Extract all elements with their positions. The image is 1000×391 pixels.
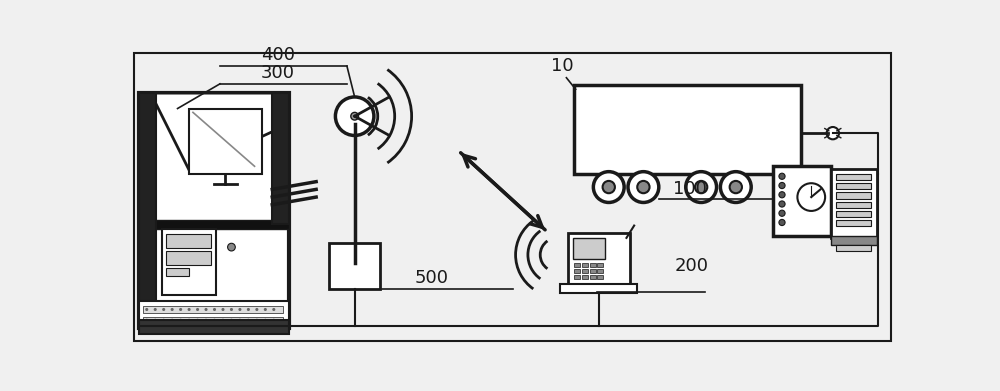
Circle shape [196, 308, 199, 311]
Circle shape [221, 319, 225, 322]
Circle shape [272, 308, 275, 311]
Circle shape [779, 210, 785, 216]
Circle shape [247, 319, 250, 322]
Bar [143, 307, 283, 313]
Circle shape [238, 308, 241, 311]
Bar [329, 243, 380, 289]
Circle shape [205, 308, 208, 311]
Bar [574, 262, 580, 267]
Bar [590, 269, 596, 273]
Circle shape [188, 308, 191, 311]
Text: 400: 400 [261, 46, 295, 64]
Circle shape [196, 319, 199, 322]
Text: 300: 300 [261, 64, 295, 82]
Polygon shape [151, 93, 289, 170]
Bar [836, 202, 871, 208]
Bar [573, 238, 605, 260]
Circle shape [603, 181, 615, 193]
Circle shape [171, 308, 174, 311]
Circle shape [730, 181, 742, 193]
Circle shape [779, 183, 785, 188]
Circle shape [255, 308, 258, 311]
Circle shape [230, 308, 233, 311]
Circle shape [255, 319, 258, 322]
Bar [139, 93, 156, 328]
Circle shape [179, 319, 182, 322]
Text: 100: 100 [673, 180, 707, 198]
Bar [574, 275, 580, 280]
Bar [590, 275, 596, 280]
Circle shape [145, 308, 148, 311]
Bar [597, 262, 603, 267]
Bar [582, 262, 588, 267]
Bar [831, 235, 877, 245]
Circle shape [264, 308, 267, 311]
Circle shape [827, 127, 839, 139]
Bar [582, 269, 588, 273]
Circle shape [779, 201, 785, 207]
Circle shape [593, 172, 624, 203]
Bar [773, 166, 831, 235]
Circle shape [162, 319, 165, 322]
Text: 200: 200 [674, 257, 708, 275]
Circle shape [188, 319, 191, 322]
Circle shape [720, 172, 751, 203]
Circle shape [628, 172, 659, 203]
Bar [166, 234, 211, 248]
Circle shape [797, 183, 825, 211]
Circle shape [171, 319, 174, 322]
Circle shape [221, 308, 225, 311]
Circle shape [154, 308, 157, 311]
Bar [143, 317, 283, 324]
Text: 10: 10 [551, 57, 574, 75]
Bar [568, 233, 630, 285]
Circle shape [779, 173, 785, 179]
Circle shape [351, 112, 358, 120]
Bar [574, 269, 580, 273]
Bar [139, 320, 289, 334]
Bar [597, 269, 603, 273]
Circle shape [145, 319, 148, 322]
Circle shape [213, 319, 216, 322]
Bar [597, 275, 603, 280]
Circle shape [695, 181, 707, 193]
Bar [582, 275, 588, 280]
Circle shape [162, 308, 165, 311]
Circle shape [230, 319, 233, 322]
Bar [836, 211, 871, 217]
Circle shape [779, 219, 785, 226]
Circle shape [272, 319, 275, 322]
Text: 500: 500 [415, 269, 449, 287]
Bar [836, 245, 871, 251]
Bar [836, 192, 871, 199]
Bar [272, 93, 289, 224]
Bar [560, 284, 637, 293]
Bar [836, 183, 871, 189]
Bar [139, 220, 289, 230]
Bar [836, 174, 871, 180]
Bar [166, 268, 189, 276]
Circle shape [238, 319, 241, 322]
Bar [162, 230, 216, 295]
Circle shape [686, 172, 717, 203]
Bar [189, 109, 262, 174]
Bar [139, 301, 289, 328]
Circle shape [179, 308, 182, 311]
Circle shape [779, 192, 785, 198]
Circle shape [637, 181, 650, 193]
Circle shape [264, 319, 267, 322]
Circle shape [205, 319, 208, 322]
Circle shape [228, 243, 235, 251]
Bar [590, 262, 596, 267]
Circle shape [247, 308, 250, 311]
Circle shape [335, 97, 374, 135]
Bar [574, 85, 801, 174]
Circle shape [213, 308, 216, 311]
Bar [831, 169, 877, 238]
Bar [139, 93, 289, 328]
Bar [166, 251, 211, 265]
Circle shape [154, 319, 157, 322]
Bar [836, 220, 871, 226]
